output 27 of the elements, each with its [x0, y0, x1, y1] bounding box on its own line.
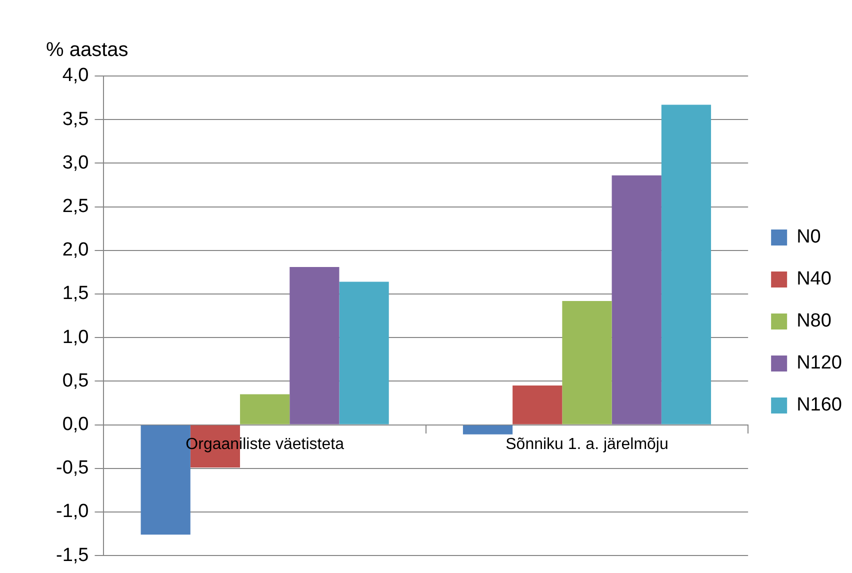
- bar: [462, 425, 513, 434]
- y-tick-label: -1,5: [56, 544, 89, 566]
- bar: [661, 104, 712, 424]
- bar: [290, 266, 340, 424]
- y-axis-title: % aastas: [46, 39, 128, 61]
- x-tick-label: Sõnniku 1. a. järelmõju: [506, 436, 668, 453]
- y-tick-label: 3,5: [62, 108, 89, 130]
- legend-label: N0: [796, 226, 821, 248]
- y-tick-label: 2,0: [62, 240, 89, 261]
- y-tick-label: 4,0: [62, 65, 89, 86]
- y-tick-label: -1,0: [56, 501, 89, 522]
- y-tick-label: 0,5: [62, 370, 89, 392]
- y-tick-label: 0,0: [62, 414, 89, 436]
- bar: [512, 386, 562, 424]
- legend-label: N80: [796, 310, 832, 332]
- legend-label: N120: [796, 352, 842, 374]
- legend-label: N40: [796, 268, 832, 290]
- bar: [612, 175, 662, 424]
- y-tick-label: 1,0: [62, 326, 89, 348]
- legend-label: N160: [796, 394, 842, 416]
- bar: [240, 394, 290, 424]
- y-tick-label: -0,5: [56, 458, 89, 479]
- y-tick-label: 1,5: [62, 283, 89, 304]
- y-tick-label: 3,0: [62, 152, 89, 174]
- bar: [562, 300, 612, 424]
- bar: [339, 282, 389, 424]
- y-tick-label: 2,5: [62, 196, 89, 218]
